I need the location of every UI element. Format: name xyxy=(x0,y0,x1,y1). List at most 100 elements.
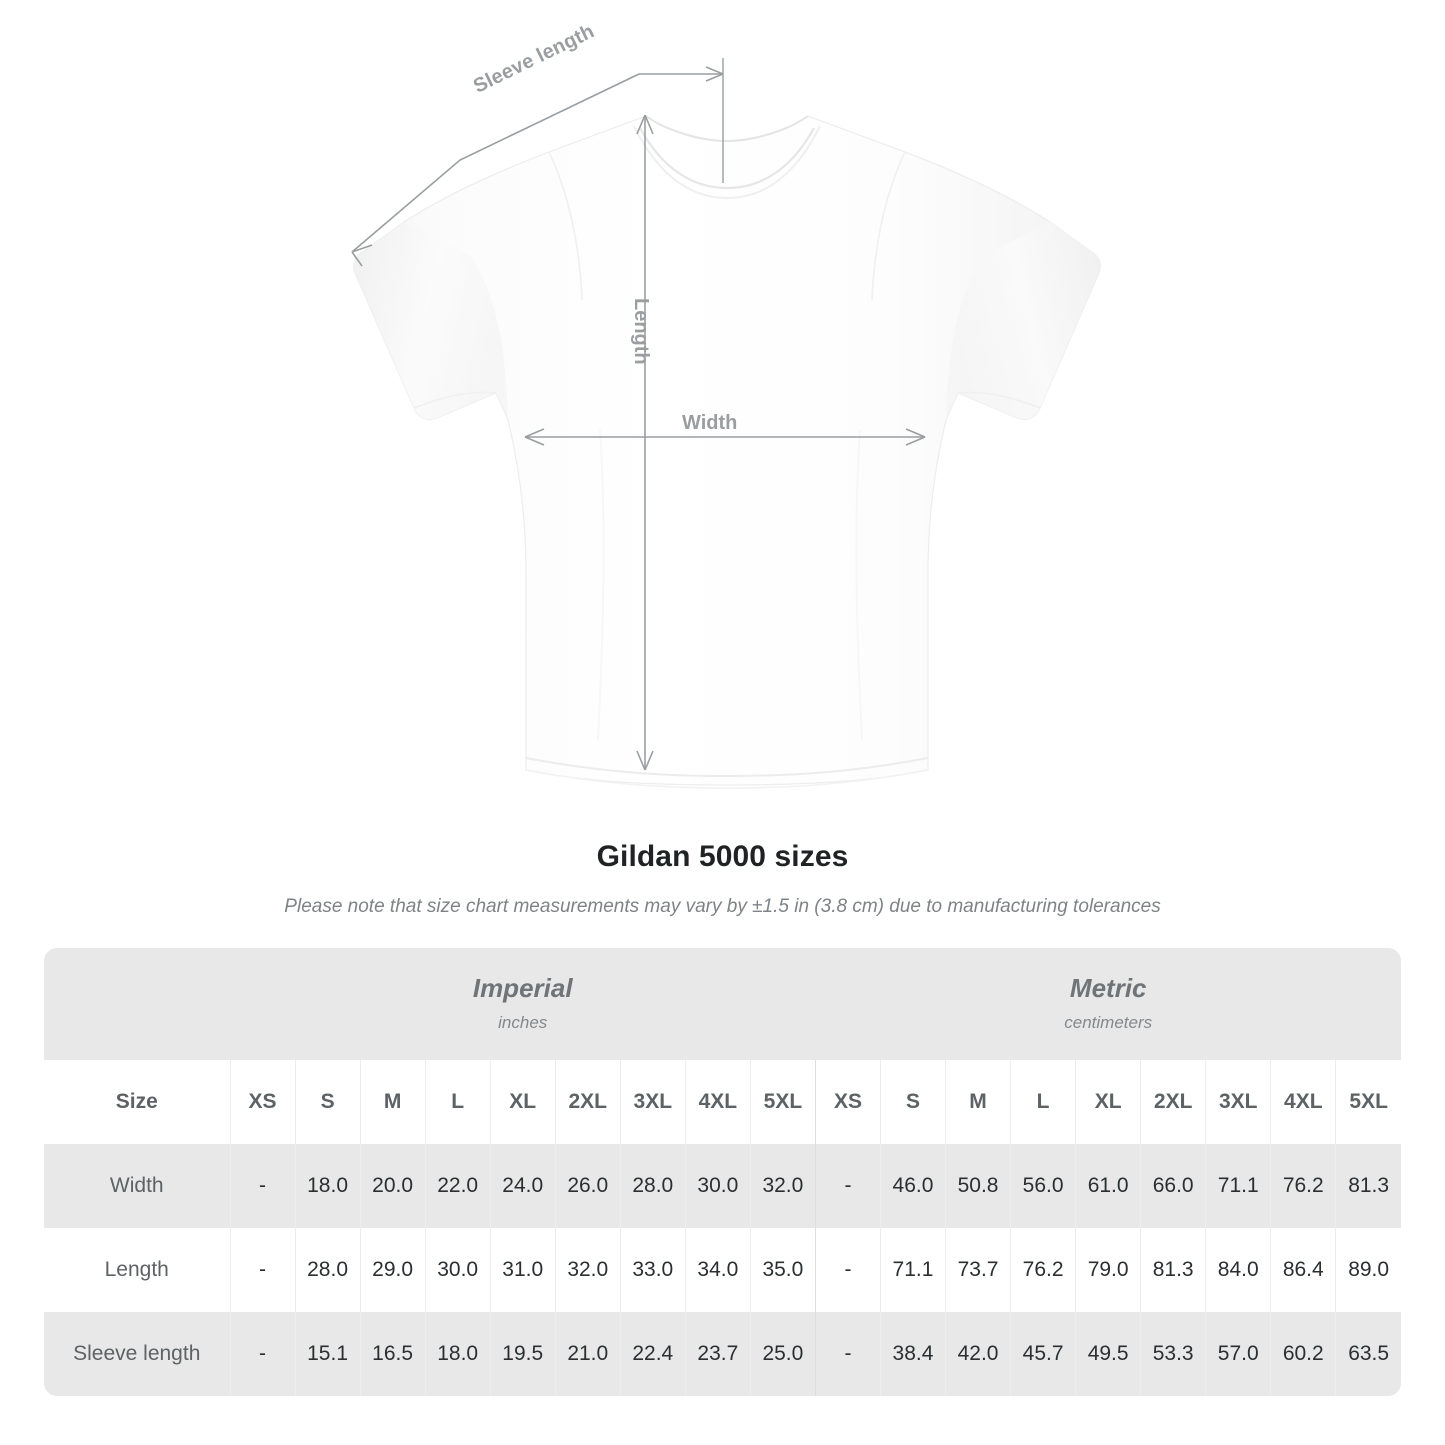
cell-sleeve-length-imperial-m: 16.5 xyxy=(359,1312,426,1396)
size-header-imperial-m: M xyxy=(359,1060,426,1144)
tshirt-measurement-diagram: Sleeve length Length Width xyxy=(351,20,1101,789)
row-label-width: Width xyxy=(44,1144,230,1228)
cell-width-imperial-m: 20.0 xyxy=(359,1144,426,1228)
page-title: Gildan 5000 sizes xyxy=(596,840,849,873)
cell-length-metric-2xl: 81.3 xyxy=(1140,1228,1206,1312)
cell-length-imperial-xs: - xyxy=(229,1228,296,1312)
cell-length-metric-xl: 79.0 xyxy=(1075,1228,1141,1312)
size-header-imperial-2xl: 2XL xyxy=(554,1060,621,1144)
length-dimension xyxy=(636,114,654,771)
table-row: Sleeve length -15.1 16.5 18.0 19.5 21.0 22.4 23… xyxy=(44,1312,1401,1396)
cell-width-imperial-5xl: 32.0 xyxy=(749,1144,816,1228)
cell-length-imperial-s: 28.0 xyxy=(294,1228,361,1312)
size-header-metric-5xl: 5XL xyxy=(1335,1060,1401,1144)
size-header-metric-xs: XS xyxy=(814,1060,881,1144)
size-header-imperial-s: S xyxy=(294,1060,361,1144)
width-label: Width xyxy=(682,412,738,434)
row-label-length: Length xyxy=(44,1228,230,1312)
unit-name: Imperial xyxy=(472,972,573,1003)
cell-width-imperial-3xl: 28.0 xyxy=(619,1144,686,1228)
size-header-metric-m: M xyxy=(945,1060,1011,1144)
cell-width-imperial-xl: 24.0 xyxy=(489,1144,556,1228)
cell-length-metric-4xl: 86.4 xyxy=(1270,1228,1336,1312)
cell-length-imperial-5xl: 35.0 xyxy=(749,1228,816,1312)
cell-width-metric-3xl: 71.1 xyxy=(1205,1144,1271,1228)
cell-sleeve-length-metric-s: 38.4 xyxy=(879,1312,946,1396)
cell-sleeve-length-imperial-2xl: 21.0 xyxy=(554,1312,621,1396)
cell-sleeve-length-imperial-xl: 19.5 xyxy=(489,1312,556,1396)
size-header-imperial-xl: XL xyxy=(489,1060,556,1144)
cell-sleeve-length-imperial-l: 18.0 xyxy=(424,1312,491,1396)
size-header-metric-2xl: 2XL xyxy=(1140,1060,1206,1144)
table-row: Width -18.0 20.0 22.0 24.0 26.0 28.0 30.0 32.0-4… xyxy=(44,1144,1401,1228)
size-chart-table: Imperial inches Metric centimeters Size XS S M… xyxy=(44,948,1401,1396)
cell-length-metric-m: 73.7 xyxy=(945,1228,1011,1312)
cell-length-metric-l: 76.2 xyxy=(1010,1228,1076,1312)
tolerance-note: Please note that size chart measurements… xyxy=(284,896,1161,917)
size-header-imperial-l: L xyxy=(424,1060,491,1144)
cell-length-metric-s: 71.1 xyxy=(879,1228,946,1312)
size-header-imperial-4xl: 4XL xyxy=(684,1060,751,1144)
table-row: Length -28.0 29.0 30.0 31.0 32.0 33.0 34.0 35.0-… xyxy=(44,1228,1401,1312)
cell-width-metric-2xl: 66.0 xyxy=(1140,1144,1206,1228)
cell-sleeve-length-metric-3xl: 57.0 xyxy=(1205,1312,1271,1396)
cell-width-metric-s: 46.0 xyxy=(879,1144,946,1228)
cell-length-imperial-3xl: 33.0 xyxy=(619,1228,686,1312)
cell-length-imperial-2xl: 32.0 xyxy=(554,1228,621,1312)
unit-subtitle: inches xyxy=(498,1013,548,1033)
size-header-metric-4xl: 4XL xyxy=(1270,1060,1336,1144)
cell-width-metric-xl: 61.0 xyxy=(1075,1144,1141,1228)
unit-name: Metric xyxy=(1069,972,1147,1003)
unit-banner-row: Imperial inches Metric centimeters xyxy=(44,948,1401,1060)
size-header-imperial-xs: XS xyxy=(229,1060,296,1144)
length-label: Length xyxy=(630,298,652,365)
cell-width-imperial-4xl: 30.0 xyxy=(684,1144,751,1228)
cell-sleeve-length-imperial-s: 15.1 xyxy=(294,1312,361,1396)
cell-length-imperial-l: 30.0 xyxy=(424,1228,491,1312)
row-label-sleeve-length: Sleeve length xyxy=(44,1312,230,1396)
measurement-annotations xyxy=(351,58,926,771)
size-header-imperial-5xl: 5XL xyxy=(749,1060,816,1144)
cell-width-metric-5xl: 81.3 xyxy=(1335,1144,1401,1228)
cell-length-metric-xs: - xyxy=(814,1228,881,1312)
width-dimension xyxy=(524,428,926,446)
cell-sleeve-length-imperial-xs: - xyxy=(229,1312,296,1396)
unit-banner-imperial: Imperial inches xyxy=(230,948,816,1060)
size-header-metric-l: L xyxy=(1010,1060,1076,1144)
cell-sleeve-length-imperial-5xl: 25.0 xyxy=(749,1312,816,1396)
size-header-row: Size XS S M L XL 2XL 3XL 4XL 5XL XS S M L XL 2XL 3XL 4XL 5… xyxy=(44,1060,1401,1144)
cell-length-metric-5xl: 89.0 xyxy=(1335,1228,1401,1312)
cell-width-metric-m: 50.8 xyxy=(945,1144,1011,1228)
cell-sleeve-length-imperial-4xl: 23.7 xyxy=(684,1312,751,1396)
cell-width-imperial-xs: - xyxy=(229,1144,296,1228)
cell-sleeve-length-metric-xl: 49.5 xyxy=(1075,1312,1141,1396)
size-header-metric-s: S xyxy=(879,1060,946,1144)
unit-banner-spacer xyxy=(44,948,230,1060)
cell-length-imperial-4xl: 34.0 xyxy=(684,1228,751,1312)
cell-width-imperial-l: 22.0 xyxy=(424,1144,491,1228)
cell-width-metric-4xl: 76.2 xyxy=(1270,1144,1336,1228)
size-header-imperial-3xl: 3XL xyxy=(619,1060,686,1144)
size-row-header-label: Size xyxy=(44,1060,230,1144)
unit-subtitle: centimeters xyxy=(1064,1013,1153,1033)
unit-banner-metric: Metric centimeters xyxy=(815,948,1401,1060)
cell-length-imperial-xl: 31.0 xyxy=(489,1228,556,1312)
tshirt-illustration xyxy=(351,58,1101,789)
cell-sleeve-length-metric-2xl: 53.3 xyxy=(1140,1312,1206,1396)
cell-sleeve-length-metric-4xl: 60.2 xyxy=(1270,1312,1336,1396)
cell-sleeve-length-metric-5xl: 63.5 xyxy=(1335,1312,1401,1396)
cell-sleeve-length-metric-l: 45.7 xyxy=(1010,1312,1076,1396)
size-header-metric-3xl: 3XL xyxy=(1205,1060,1271,1144)
cell-length-imperial-m: 29.0 xyxy=(359,1228,426,1312)
cell-sleeve-length-imperial-3xl: 22.4 xyxy=(619,1312,686,1396)
size-header-metric-xl: XL xyxy=(1075,1060,1141,1144)
sleeve-length-dimension xyxy=(351,58,724,267)
size-chart-table-container: Imperial inches Metric centimeters Size XS S M… xyxy=(44,948,1401,1396)
cell-length-metric-3xl: 84.0 xyxy=(1205,1228,1271,1312)
shirt-silhouette xyxy=(353,115,1101,789)
cell-sleeve-length-metric-m: 42.0 xyxy=(945,1312,1011,1396)
cell-width-metric-l: 56.0 xyxy=(1010,1144,1076,1228)
cell-sleeve-length-metric-xs: - xyxy=(814,1312,881,1396)
cell-width-imperial-2xl: 26.0 xyxy=(554,1144,621,1228)
cell-width-metric-xs: - xyxy=(814,1144,881,1228)
